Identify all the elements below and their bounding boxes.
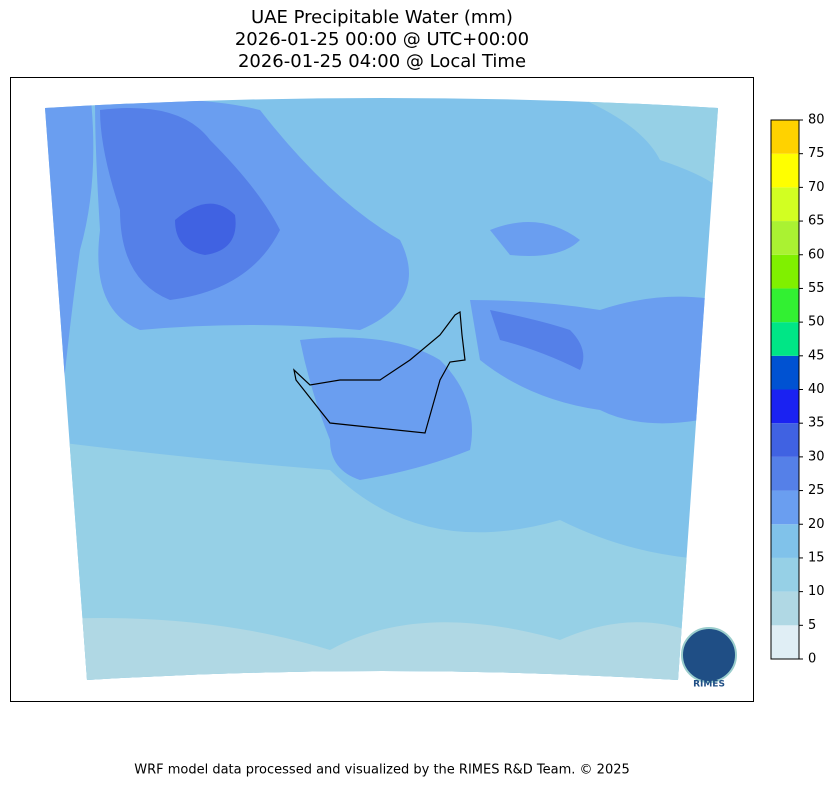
colorbar-tick-label: 15: [808, 550, 825, 565]
colorbar-bin: [771, 625, 799, 659]
colorbar-tick-label: 50: [808, 315, 825, 330]
colorbar-bin: [771, 254, 799, 289]
colorbar-tick-label: 5: [808, 618, 816, 633]
colorbar-bin: [771, 524, 799, 558]
colorbar-tick-label: 45: [808, 348, 825, 363]
colorbar: 0 5 10 15 20 25 30 35 40 45 50 55 60 65 70 75 80: [770, 113, 825, 667]
colorbar-tick-label: 35: [808, 416, 825, 431]
colorbar-tick-label: 65: [808, 214, 825, 229]
colorbar-bin: [771, 557, 799, 592]
map-frame: [10, 77, 754, 702]
title-line: 2026-01-25 00:00 @ UTC+00:00: [235, 29, 529, 50]
colorbar-tick-label: 80: [808, 113, 825, 128]
colorbar-bin: [771, 456, 799, 491]
title-line: 2026-01-25 04:00 @ Local Time: [238, 51, 526, 72]
colorbar-bin: [771, 322, 799, 356]
colorbar-bin: [771, 389, 799, 424]
colorbar-tick-label: 60: [808, 247, 825, 262]
map-field: [45, 98, 718, 680]
colorbar-tick-label: 75: [808, 146, 825, 161]
colorbar-bin: [771, 490, 799, 525]
colorbar-tick-label: 40: [808, 382, 825, 397]
title-line: UAE Precipitable Water (mm): [251, 7, 513, 28]
colorbar-bin: [771, 591, 799, 626]
colorbar-bin: [771, 187, 799, 222]
colorbar-tick-label: 10: [808, 584, 825, 599]
colorbar-bin: [771, 221, 799, 255]
colorbar-bin: [771, 288, 799, 323]
colorbar-tick-label: 0: [808, 652, 816, 667]
colorbar-bin: [771, 153, 799, 188]
colorbar-tick-label: 30: [808, 449, 825, 464]
colorbar-tick-label: 25: [808, 483, 825, 498]
logo-label: RIMES: [693, 680, 725, 690]
colorbar-bin: [771, 423, 799, 457]
footer: WRF model data processed and visualized …: [134, 763, 630, 778]
logo: RIMES: [681, 627, 737, 690]
colorbar-tick-label: 70: [808, 180, 825, 195]
colorbar-bin: [771, 120, 799, 154]
uae-outline: [293, 310, 466, 434]
colorbar-bin: [771, 355, 799, 390]
colorbar-tick-label: 20: [808, 517, 825, 532]
colorbar-tick-label: 55: [808, 281, 825, 296]
